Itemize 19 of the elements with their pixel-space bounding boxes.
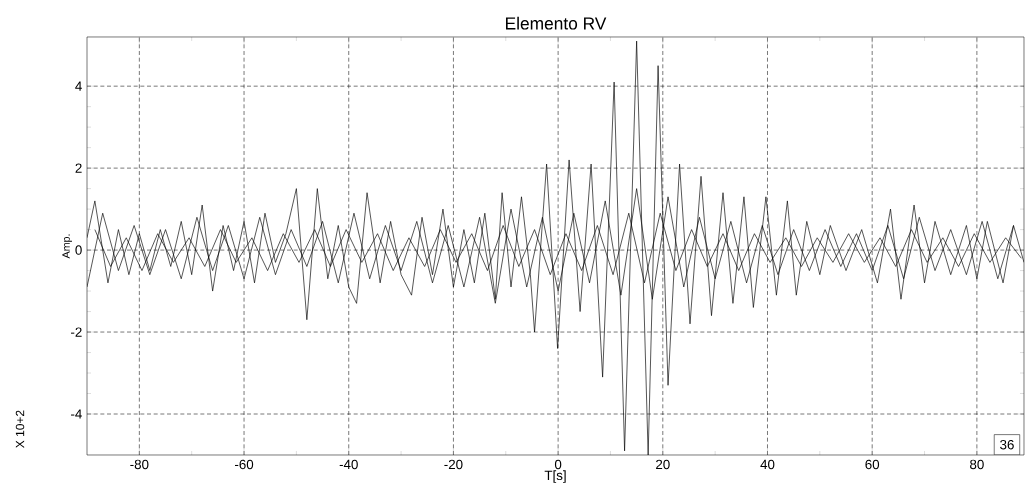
x-tick-label: -80 xyxy=(130,459,149,470)
annotation: 36 xyxy=(1000,439,1014,450)
text: X 10+2 xyxy=(15,410,25,448)
y-tick-label: 0 xyxy=(75,245,82,255)
x-tick-label: 60 xyxy=(865,459,880,470)
y-tick-label: -2 xyxy=(71,327,82,337)
x-tick-label: 80 xyxy=(970,459,984,470)
x-axis-title: T[s] xyxy=(544,470,566,483)
x-tick-label: 20 xyxy=(656,459,670,470)
x-tick-label: 0 xyxy=(554,459,562,470)
y-tick-label: 2 xyxy=(75,163,82,173)
x-tick-label: -20 xyxy=(444,459,463,470)
x-tick-label: -40 xyxy=(339,459,358,470)
x-tick-label: -60 xyxy=(234,459,254,470)
y-tick-label: 4 xyxy=(75,81,82,91)
chart-title: Elemento RV xyxy=(506,16,607,30)
x-tick-label: 40 xyxy=(760,459,775,470)
y-axis-title: Amp. xyxy=(62,234,72,259)
y-tick-label: -4 xyxy=(71,409,82,419)
